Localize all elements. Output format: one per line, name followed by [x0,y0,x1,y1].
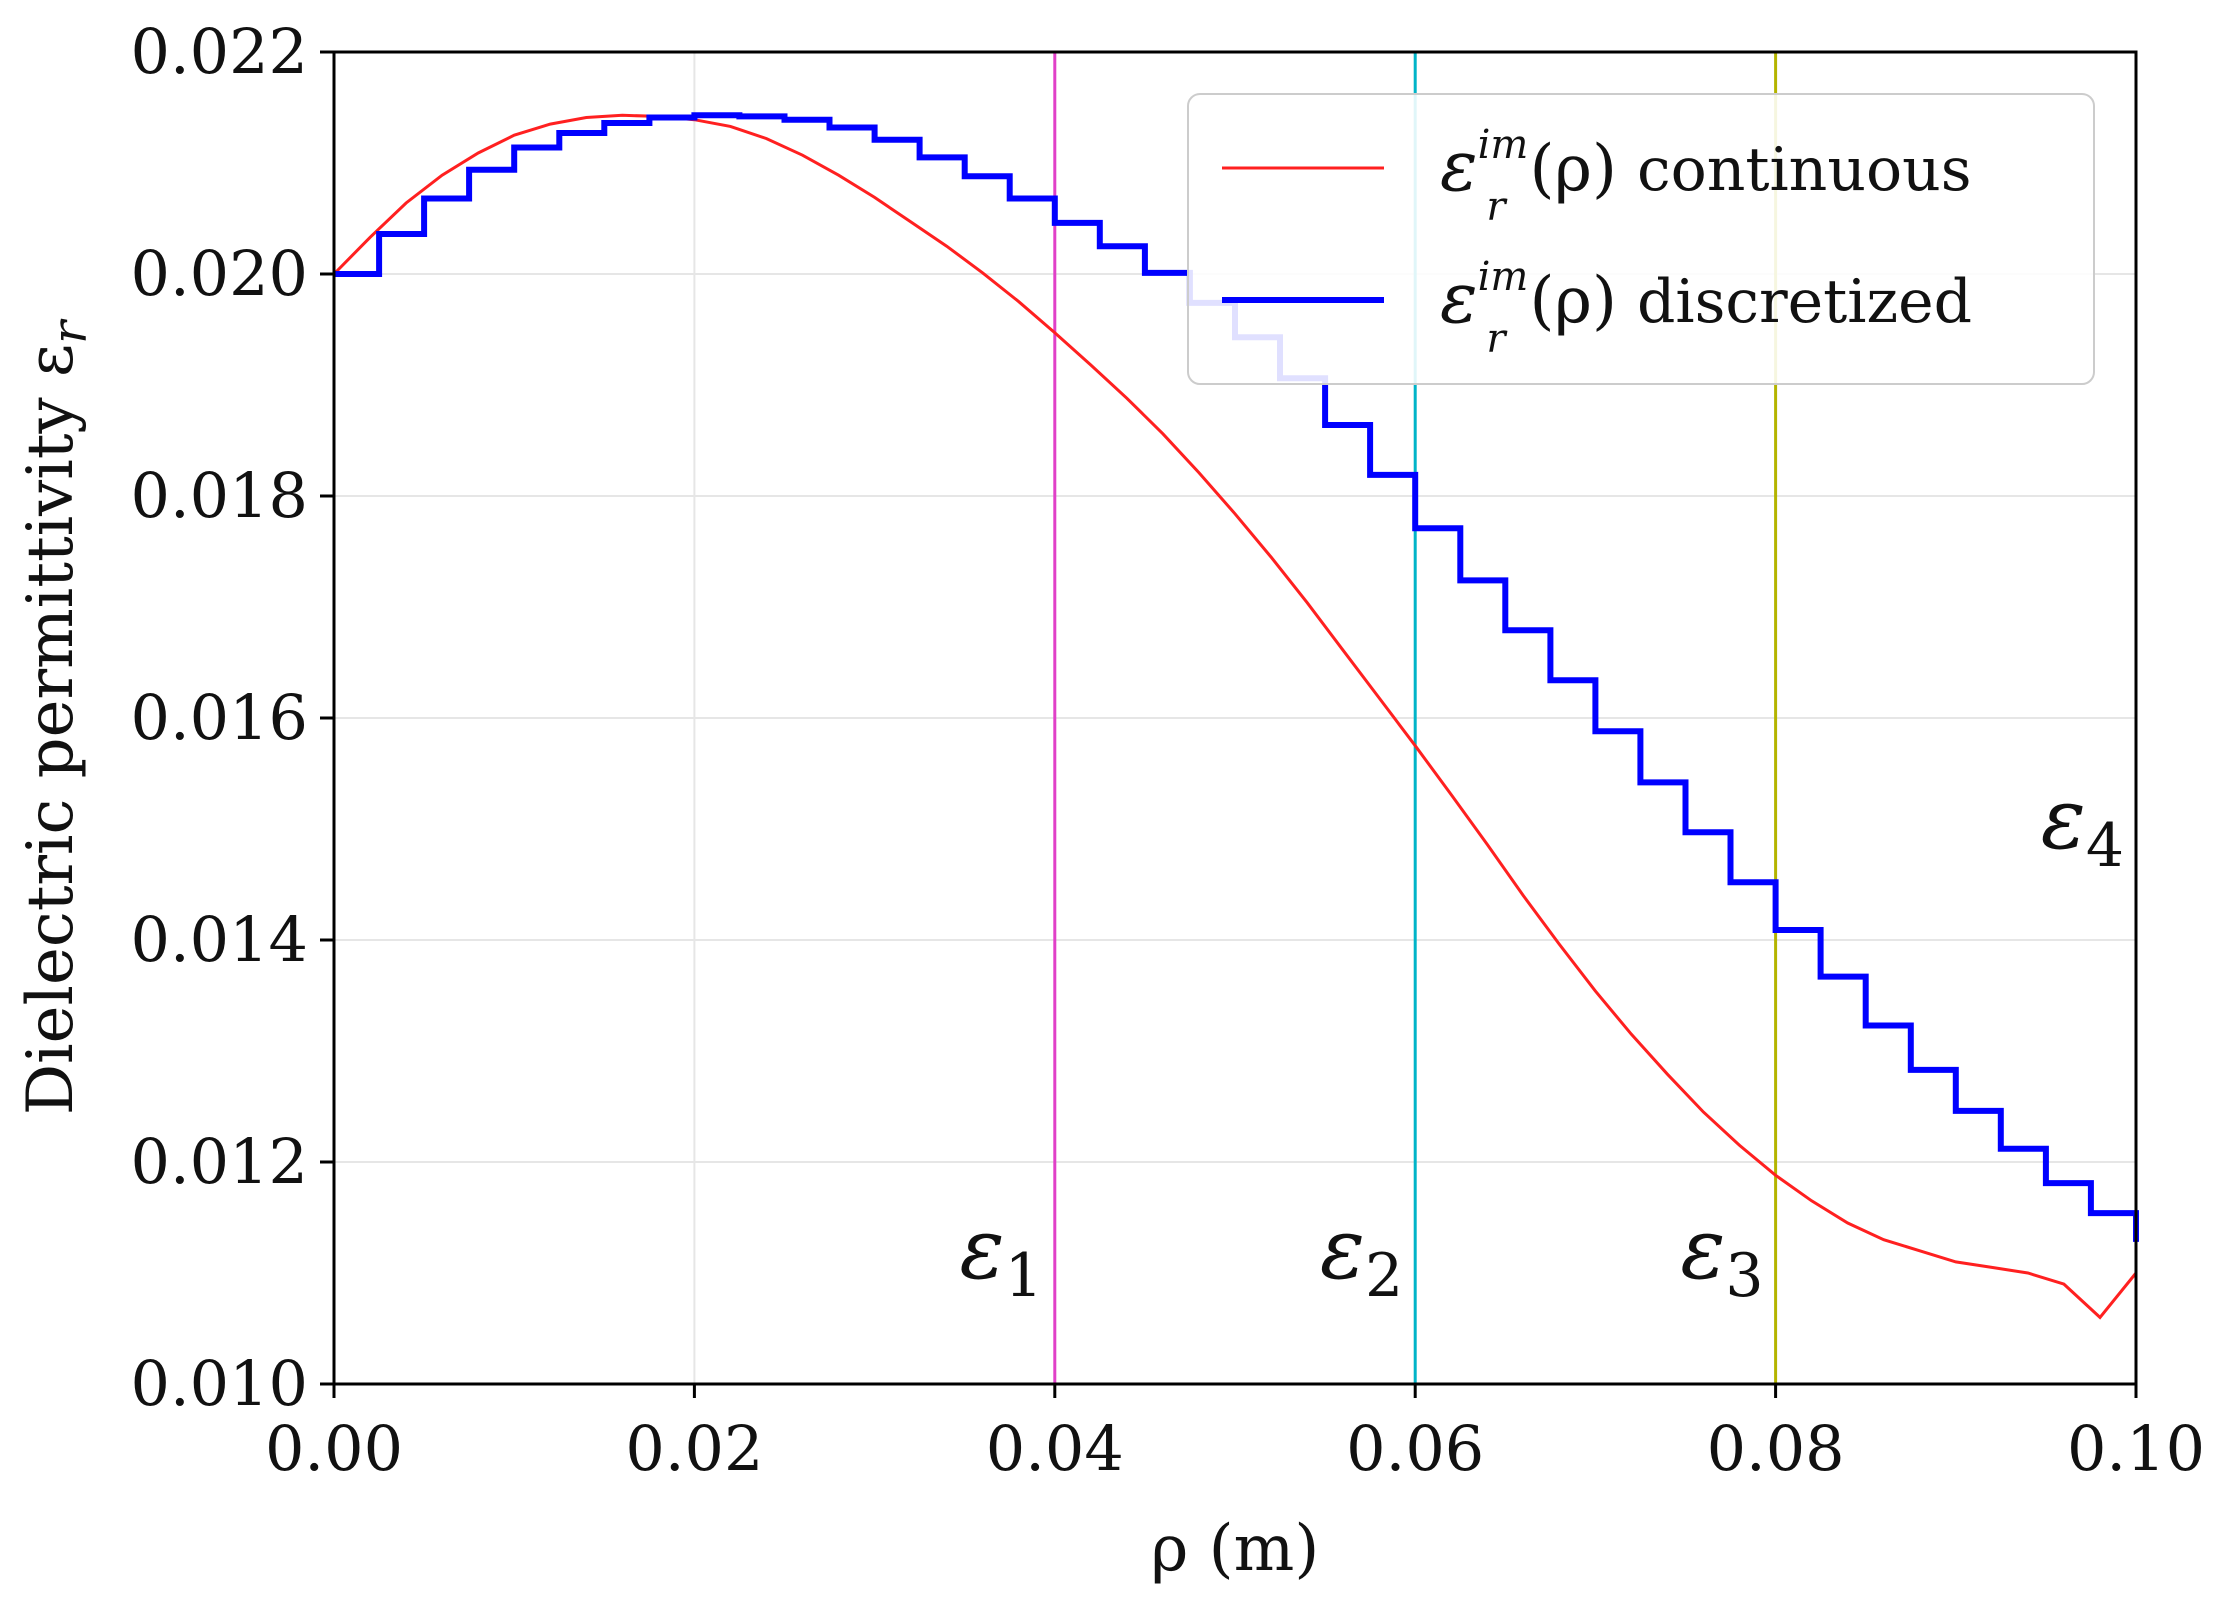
legend-label-continuous: εim r(ρ) continuous [1440,122,1972,230]
region-label-2: ε2 [1320,1200,1403,1311]
y-axis-ticks: 0.010 0.012 0.014 0.016 0.018 0.020 0.022 [131,15,334,1420]
x-tick-label-1: 0.02 [625,1412,763,1485]
x-tick-label-0: 0.00 [265,1412,403,1485]
legend-box [1187,93,2095,385]
legend-label-discretized: εim r(ρ) discretized [1440,254,1972,362]
x-tick-label-4: 0.08 [1707,1412,1845,1485]
x-tick-label-2: 0.04 [986,1412,1124,1485]
x-tick-label-3: 0.06 [1346,1412,1484,1485]
series-continuous-line [332,113,2138,1320]
legend: εim r(ρ) continuous εim r(ρ) discretized [1187,93,2095,385]
region-label-3: ε3 [1680,1200,1763,1311]
y-tick-label-1: 0.012 [131,1125,309,1198]
region-labels: ε1 ε2 ε3 ε4 [960,770,2124,1311]
y-tick-label-2: 0.014 [131,903,309,976]
y-tick-label-4: 0.018 [131,459,309,532]
region-label-4: ε4 [2041,770,2124,881]
y-tick-label-0: 0.010 [131,1347,309,1420]
x-axis-ticks: 0.00 0.02 0.04 0.06 0.08 0.10 [265,1384,2205,1485]
x-tick-label-5: 0.10 [2067,1412,2205,1485]
y-axis-title: Dielectric permittivity εr [14,318,98,1115]
region-label-1: ε1 [960,1200,1043,1311]
y-tick-label-6: 0.022 [131,15,309,88]
y-tick-label-5: 0.020 [131,237,309,310]
x-axis-title: ρ (m) [1151,1512,1320,1586]
y-tick-label-3: 0.016 [131,681,309,754]
